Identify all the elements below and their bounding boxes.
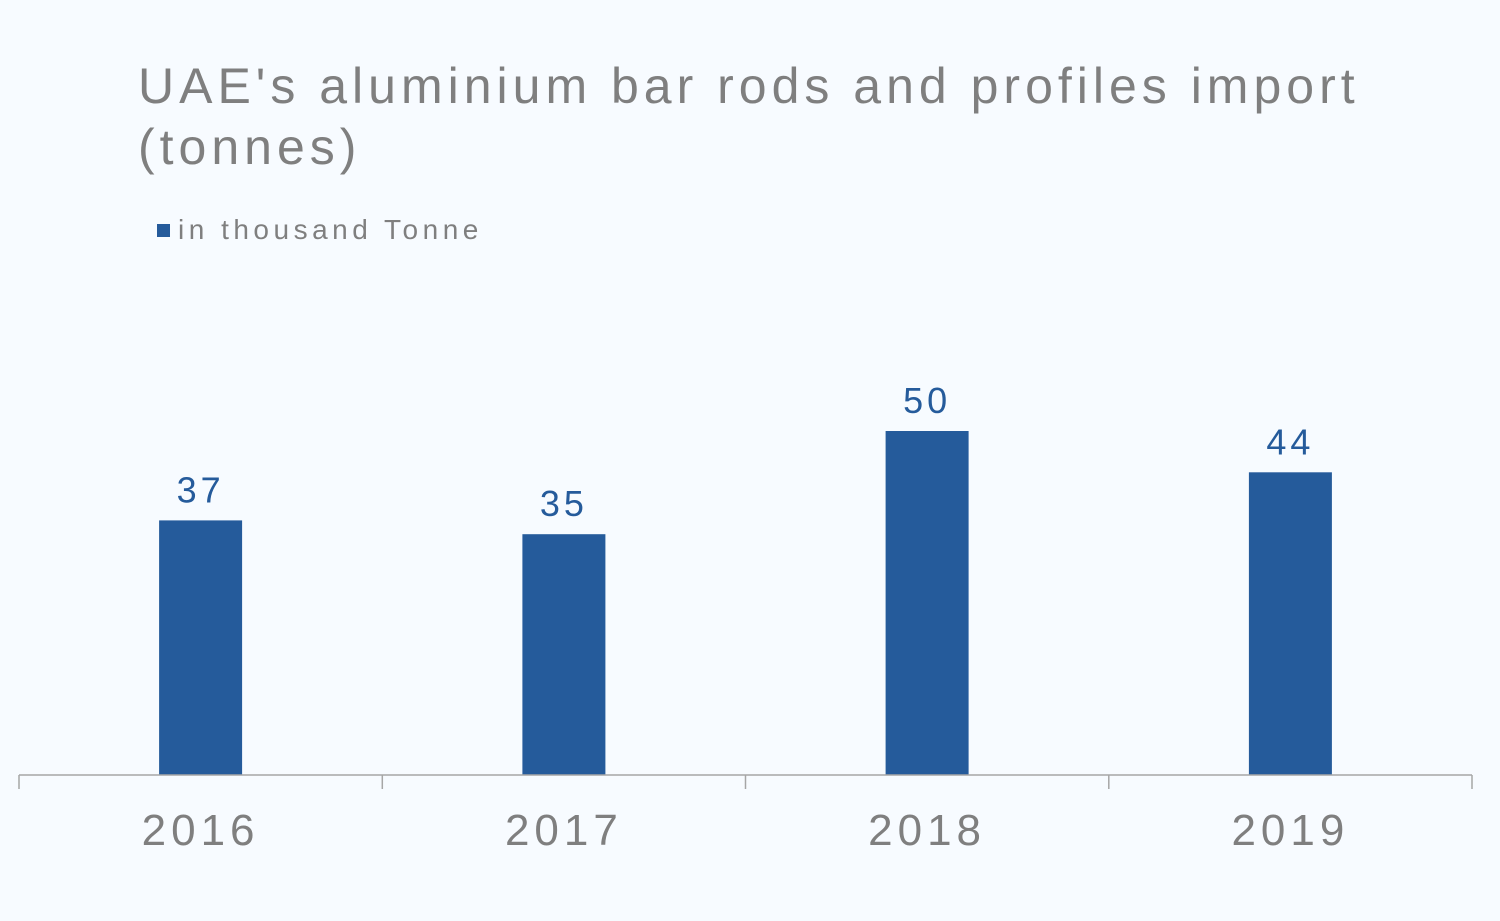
bar-2019 xyxy=(1248,472,1332,775)
data-label-2019: 44 xyxy=(1266,421,1314,462)
chart-legend: in thousand Tonne xyxy=(157,214,483,246)
chart-title: UAE's aluminium bar rods and profiles im… xyxy=(138,58,1360,175)
x-tick-label-2017: 2017 xyxy=(505,806,623,855)
x-tick-label-2018: 2018 xyxy=(868,806,986,855)
data-label-2017: 35 xyxy=(540,483,588,524)
bar-2018 xyxy=(885,431,969,775)
x-tick-labels-group: 2016 2017 2018 2019 xyxy=(142,806,1349,855)
bar-2017 xyxy=(522,534,606,775)
legend-label: in thousand Tonne xyxy=(178,214,483,245)
bars-group xyxy=(159,431,1332,775)
data-label-2018: 50 xyxy=(903,380,951,421)
data-labels-group: 37 35 50 44 xyxy=(177,380,1314,524)
legend-swatch xyxy=(157,223,170,237)
x-tick-label-2016: 2016 xyxy=(142,806,260,855)
x-axis xyxy=(18,774,1473,789)
bar-2016 xyxy=(159,520,243,775)
data-label-2016: 37 xyxy=(177,469,225,510)
x-tick-label-2019: 2019 xyxy=(1231,806,1349,855)
